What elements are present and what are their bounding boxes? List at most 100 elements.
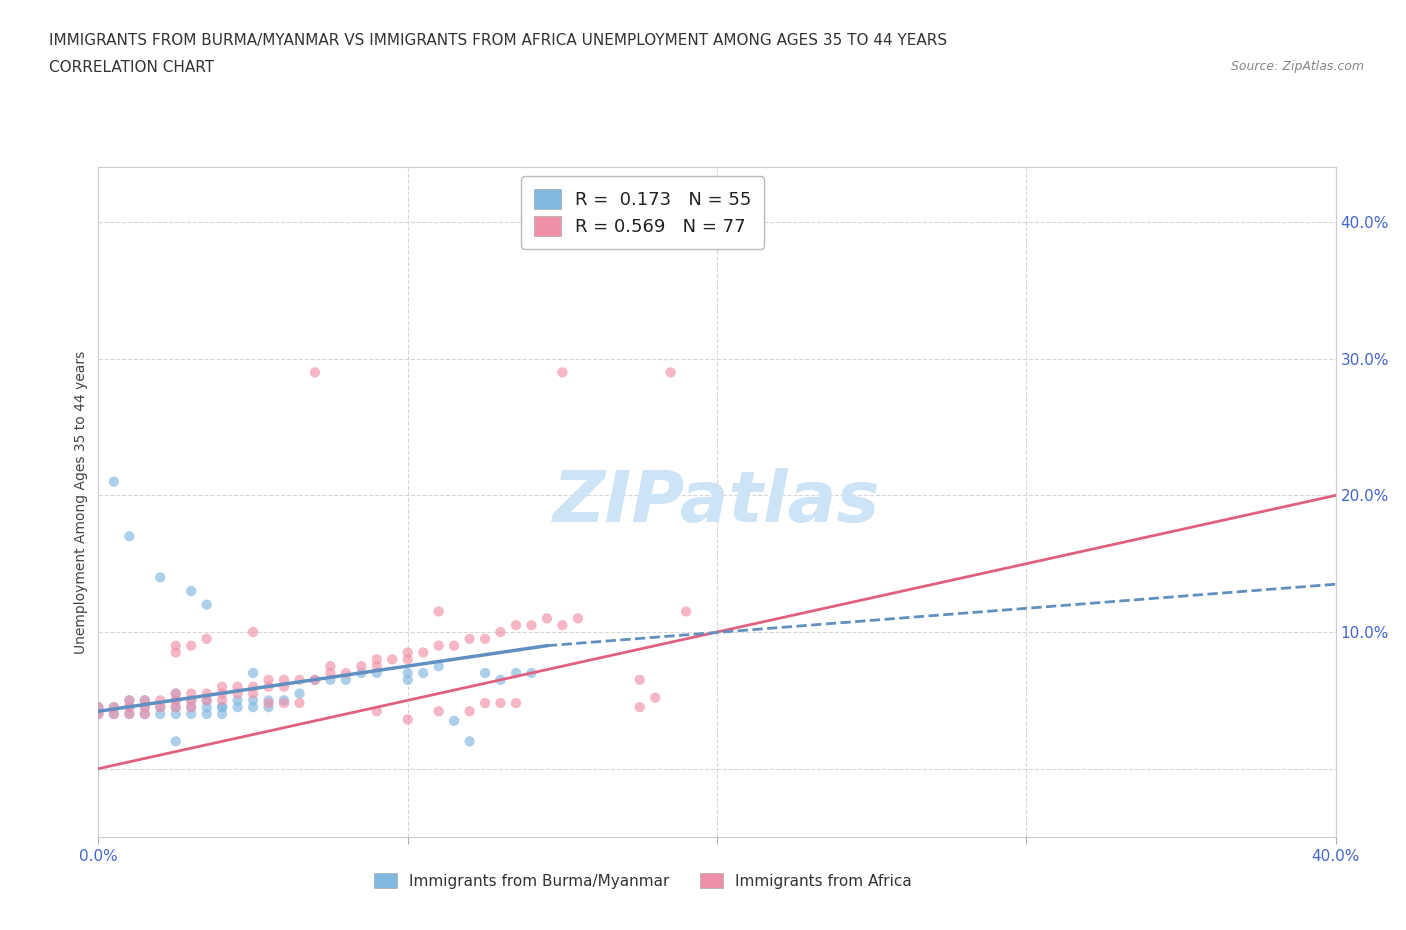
Legend: Immigrants from Burma/Myanmar, Immigrants from Africa: Immigrants from Burma/Myanmar, Immigrant… [366,865,920,897]
Point [319,672,342,687]
Point [257,679,280,694]
Point [366,652,388,667]
Point [319,666,342,681]
Point [242,625,264,640]
Point [134,699,156,714]
Point [242,699,264,714]
Point [412,666,434,681]
Point [165,686,187,701]
Point [489,672,512,687]
Point [628,699,651,714]
Point [242,686,264,701]
Point [195,693,218,708]
Point [489,696,512,711]
Point [273,672,295,687]
Point [149,693,172,708]
Point [118,699,141,714]
Point [134,699,156,714]
Point [134,693,156,708]
Point [180,699,202,714]
Point [520,618,543,632]
Point [319,658,342,673]
Point [366,666,388,681]
Point [675,604,697,619]
Point [443,638,465,653]
Point [567,611,589,626]
Point [226,679,249,694]
Point [165,699,187,714]
Text: Source: ZipAtlas.com: Source: ZipAtlas.com [1230,60,1364,73]
Point [443,713,465,728]
Point [134,693,156,708]
Point [396,645,419,660]
Point [474,666,496,681]
Point [474,696,496,711]
Point [165,693,187,708]
Point [396,666,419,681]
Point [350,658,373,673]
Point [165,645,187,660]
Point [103,699,125,714]
Point [165,734,187,749]
Point [180,707,202,722]
Point [211,693,233,708]
Point [288,672,311,687]
Point [226,699,249,714]
Point [180,693,202,708]
Point [257,696,280,711]
Point [118,693,141,708]
Point [226,693,249,708]
Point [87,707,110,722]
Point [134,707,156,722]
Point [195,597,218,612]
Point [474,631,496,646]
Point [118,699,141,714]
Point [242,693,264,708]
Point [505,618,527,632]
Point [288,686,311,701]
Point [396,652,419,667]
Text: ZIPatlas: ZIPatlas [554,468,880,537]
Point [690,201,713,216]
Point [520,666,543,681]
Point [489,625,512,640]
Point [659,365,682,379]
Point [226,686,249,701]
Point [103,474,125,489]
Point [103,707,125,722]
Point [257,672,280,687]
Point [180,584,202,599]
Point [180,686,202,701]
Point [195,631,218,646]
Point [87,699,110,714]
Point [211,699,233,714]
Text: IMMIGRANTS FROM BURMA/MYANMAR VS IMMIGRANTS FROM AFRICA UNEMPLOYMENT AMONG AGES : IMMIGRANTS FROM BURMA/MYANMAR VS IMMIGRA… [49,33,948,47]
Point [149,570,172,585]
Point [195,693,218,708]
Point [288,696,311,711]
Point [304,672,326,687]
Point [211,686,233,701]
Point [118,529,141,544]
Point [458,631,481,646]
Point [335,666,357,681]
Point [273,679,295,694]
Point [118,707,141,722]
Point [118,693,141,708]
Point [195,686,218,701]
Point [180,699,202,714]
Point [87,707,110,722]
Point [366,704,388,719]
Point [195,707,218,722]
Point [644,690,666,705]
Text: CORRELATION CHART: CORRELATION CHART [49,60,214,75]
Point [149,699,172,714]
Point [536,611,558,626]
Point [118,707,141,722]
Y-axis label: Unemployment Among Ages 35 to 44 years: Unemployment Among Ages 35 to 44 years [75,351,89,654]
Point [195,699,218,714]
Point [335,672,357,687]
Point [242,666,264,681]
Point [412,645,434,660]
Point [242,679,264,694]
